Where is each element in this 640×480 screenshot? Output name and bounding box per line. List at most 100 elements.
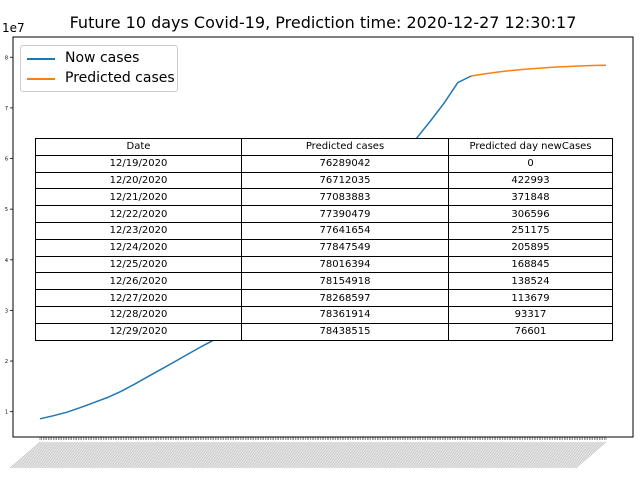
x-tick-label-mark [26,441,57,469]
x-tick-label-mark [450,441,481,469]
x-tick-label-mark [220,441,251,469]
x-tick-label-mark [357,441,388,469]
x-tick-label-mark [178,441,209,469]
x-tick-label-mark [557,441,588,469]
x-tick-label-mark [49,441,81,469]
x-tick-label-mark [529,441,560,469]
x-tick-label-mark [58,441,89,469]
x-tick-label-mark [44,441,76,469]
x-tick-label-mark [470,441,501,469]
table-row: 12/24/2020 77847549 205895 [35,238,613,257]
cell-predicted-day-new-cases: 76601 [448,322,613,341]
x-tick-label-mark [348,441,380,469]
x-tick-label-mark [549,441,580,469]
y-axis: 1 2 3 4 5 6 7 8 [5,55,13,416]
x-tick-label-mark [113,441,144,469]
x-tick-label-mark [240,441,271,469]
x-tick-label-mark [41,441,72,469]
x-tick-label-mark [330,441,361,469]
x-tick-label-mark [480,441,511,469]
cell-predicted-cases: 78154918 [241,272,449,291]
x-tick-label-mark [48,441,79,469]
x-tick-label-mark [101,441,132,469]
cell-predicted-day-new-cases: 306596 [448,205,613,223]
x-tick-label-mark [517,441,548,469]
x-tick-label-mark [454,441,485,469]
table-header-row: Date Predicted cases Predicted day newCa… [35,138,613,156]
legend: Now cases Predicted cases [20,45,178,92]
x-tick-label-mark [457,441,488,469]
x-tick-label-mark [555,441,587,469]
x-tick-label-mark [438,441,470,469]
x-tick-label-mark [261,441,293,469]
x-tick-label-mark [185,441,216,469]
x-tick-label-mark [507,441,538,469]
x-tick-label-mark [352,441,383,469]
y-tick-label: 3 [5,308,8,314]
cell-date: 12/25/2020 [35,255,242,274]
y-tick-label: 6 [5,157,8,163]
x-tick-label-mark [75,441,106,469]
x-tick-label-mark [218,441,249,469]
x-tick-label-mark [160,441,191,469]
x-tick-label-mark [205,441,236,469]
series-predicted-cases-line [471,64,607,77]
cell-date: 12/26/2020 [35,272,242,291]
x-tick-label-mark [328,441,360,469]
x-tick-label-mark [156,441,188,469]
x-tick-label-mark [340,441,371,469]
x-tick-label-mark [315,441,346,469]
x-tick-label-mark [228,441,259,469]
x-tick-label-mark [560,441,592,469]
x-tick-label-mark [552,441,583,469]
x-tick-label-mark [256,441,288,469]
x-tick-label-mark [143,441,174,469]
cell-predicted-cases: 77847549 [241,238,449,257]
cell-predicted-cases: 78268597 [241,289,449,307]
x-tick-label-mark [542,441,573,469]
x-tick-label-mark [100,441,131,469]
x-tick-label-mark [272,441,303,469]
x-tick-label-mark [372,441,403,469]
x-tick-label-mark [125,441,156,469]
x-tick-label-mark [136,441,168,469]
legend-entry-now-cases: Now cases [27,49,177,69]
x-tick-label-mark [433,441,465,469]
x-tick-label-mark [153,441,184,469]
x-tick-label-mark [195,441,226,469]
x-tick-label-mark [388,441,420,469]
x-tick-label-mark [510,441,541,469]
x-tick-label-mark [277,441,308,469]
x-tick-label-mark [140,441,171,469]
x-tick-label-mark [509,441,540,469]
x-tick-label-mark [251,441,283,469]
x-tick-label-mark [203,441,234,469]
x-tick-label-mark [201,441,233,469]
x-tick-label-mark [231,441,263,469]
x-tick-label-mark [393,441,425,469]
x-tick-label-mark [278,441,309,469]
header-predicted-cases: Predicted cases [241,138,449,156]
x-tick-label-mark [423,441,455,469]
x-tick-label-mark [210,441,241,469]
x-tick-label-mark [402,441,433,469]
x-tick-label-mark [80,441,111,469]
x-tick-label-mark [221,441,253,469]
x-tick-label-mark [39,441,71,469]
x-tick-label-mark [490,441,521,469]
x-tick-label-mark [283,441,314,469]
x-tick-label-mark [90,441,121,469]
x-tick-label-mark [31,441,62,469]
x-tick-label-mark [412,441,443,469]
x-tick-label-mark [95,441,126,469]
x-tick-label-mark [165,441,196,469]
x-tick-label-mark [497,441,528,469]
x-tick-label-mark [71,441,102,469]
x-tick-label-mark [248,441,279,469]
cell-predicted-cases: 78361914 [241,305,449,324]
x-tick-label-mark [85,441,116,469]
y-tick-label: 4 [5,258,8,264]
x-tick-label-mark [500,441,531,469]
legend-swatch-predicted-cases [27,78,55,80]
x-tick-label-mark [83,441,114,469]
